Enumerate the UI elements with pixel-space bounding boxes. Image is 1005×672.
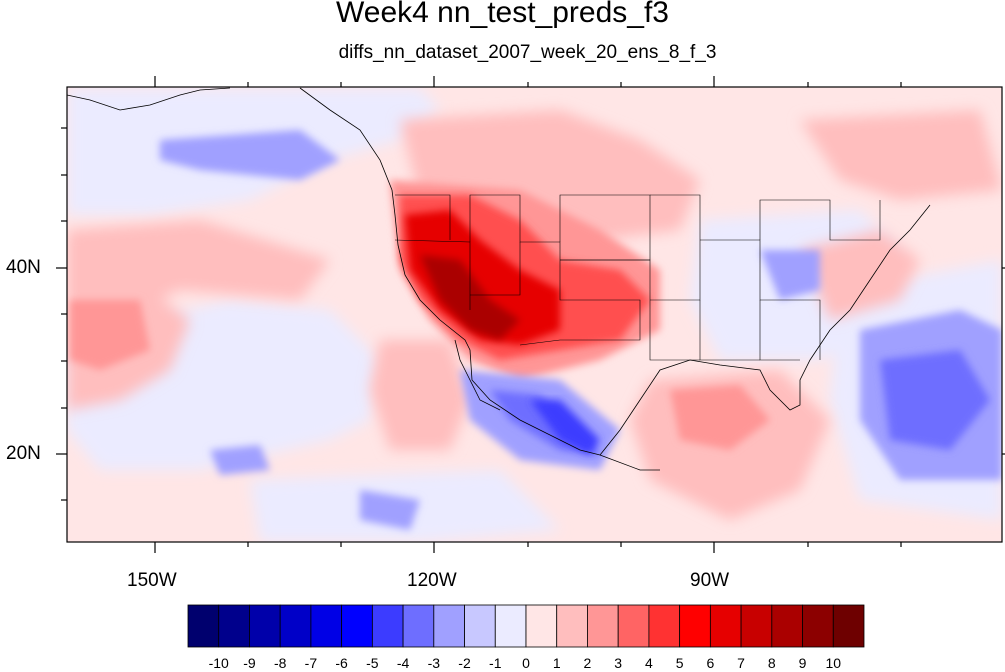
colorbar-swatch [310, 604, 343, 648]
colorbar-swatch [587, 604, 619, 648]
map-field [67, 87, 1002, 542]
colorbar-swatch [740, 604, 773, 648]
lat-ticks [56, 127, 1005, 501]
lon-label-90w: 90W [690, 570, 730, 591]
colorbar-tick-label: 5 [675, 655, 684, 671]
colorbar-swatch [494, 604, 527, 648]
lat-label-20n: 20N [6, 443, 41, 464]
colorbar-tick-label: -6 [335, 655, 348, 671]
colorbar-swatch [802, 604, 834, 648]
colorbar-tick-label: 3 [614, 655, 623, 671]
colorbar-tick-label: -10 [208, 655, 229, 671]
colorbar-tick-label: -4 [396, 655, 410, 671]
colorbar-swatch [341, 604, 373, 648]
colorbar-swatch [648, 604, 681, 648]
colorbar-swatch [433, 604, 465, 648]
colorbar-swatch [279, 604, 312, 648]
colorbar-swatch [617, 604, 650, 648]
plot-title: Week4 nn_test_preds_f3 [335, 0, 669, 29]
colorbar-tick-label: 4 [645, 655, 653, 671]
colorbar-tick-label: -1 [489, 655, 502, 671]
colorbar-swatch [402, 604, 435, 648]
colorbar-swatch [525, 604, 558, 648]
colorbar-swatch [679, 604, 711, 648]
plot-subtitle: diffs_nn_dataset_2007_week_20_ens_8_f_3 [338, 42, 717, 63]
colorbar-tick-label: 8 [767, 655, 776, 671]
colorbar-swatch [556, 604, 588, 648]
lon-label-150w: 150W [127, 570, 177, 591]
colorbar-tick-label: 0 [522, 655, 530, 671]
lon-label-120w: 120W [407, 570, 457, 591]
colorbar-tick-label: -8 [273, 655, 287, 671]
colorbar-tick-label: 1 [552, 655, 561, 671]
colorbar-swatch [187, 604, 220, 648]
colorbar-tick-label: -7 [304, 655, 318, 671]
colorbar-tick-label: -5 [366, 655, 379, 671]
lat-label-40n: 40N [6, 257, 41, 278]
colorbar-tick-label: 6 [706, 655, 715, 671]
colorbar-tick-label: -3 [427, 655, 441, 671]
colorbar-tick-label: 9 [798, 655, 807, 671]
colorbar-swatch [771, 604, 803, 648]
colorbar-swatch [832, 604, 865, 648]
colorbar-tick-label: 10 [825, 655, 842, 671]
colorbar-swatch [249, 604, 281, 648]
colorbar-swatch [709, 604, 742, 648]
colorbar-tick-label: -2 [458, 655, 471, 671]
colorbar-swatch [218, 604, 250, 648]
colorbar-tick-label: -9 [243, 655, 256, 671]
lon-ticks [154, 76, 902, 553]
colorbar-swatch [371, 604, 404, 648]
colorbar-swatch [464, 604, 496, 648]
colorbar-tick-label: 7 [737, 655, 745, 671]
colorbar-tick-label: 2 [583, 655, 592, 671]
colorbar [187, 604, 865, 648]
